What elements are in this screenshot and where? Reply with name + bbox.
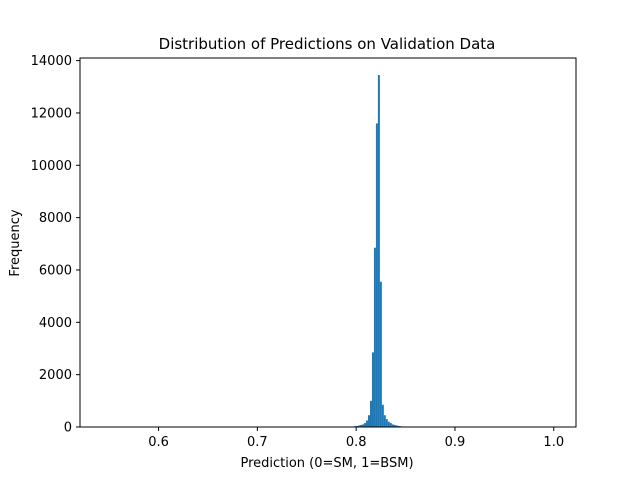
histogram-bar — [360, 424, 363, 427]
histogram-bar — [383, 415, 386, 427]
y-tick-label: 12000 — [31, 106, 72, 121]
histogram-bar — [373, 247, 376, 427]
histogram-bar — [362, 424, 365, 427]
x-tick-label: 0.7 — [247, 435, 268, 450]
y-tick-label: 6000 — [39, 263, 72, 278]
y-tick-label: 4000 — [39, 316, 72, 331]
y-tick-label: 10000 — [31, 159, 72, 174]
x-tick-label: 0.6 — [148, 435, 169, 450]
histogram-bar — [385, 419, 388, 427]
histogram-bar — [366, 420, 369, 427]
y-tick-label: 0 — [64, 421, 72, 436]
x-tick-label: 1.0 — [543, 435, 564, 450]
chart-title: Distribution of Predictions on Validatio… — [159, 35, 496, 53]
x-tick-label: 0.8 — [346, 435, 367, 450]
histogram-bar — [369, 400, 372, 427]
y-tick-label: 14000 — [31, 54, 72, 69]
x-axis-label: Prediction (0=SM, 1=BSM) — [240, 456, 413, 471]
histogram-bar — [381, 404, 384, 427]
histogram-bar — [364, 423, 367, 427]
histogram-bar — [387, 421, 390, 427]
histogram-bar — [389, 423, 392, 427]
y-tick-label: 2000 — [39, 368, 72, 383]
x-tick-label: 0.9 — [445, 435, 466, 450]
histogram-bar — [377, 75, 380, 428]
histogram-bar — [368, 415, 370, 427]
histogram-bars — [350, 75, 414, 428]
histogram-bar — [379, 281, 382, 427]
histogram-bar — [391, 424, 394, 427]
histogram-bar — [397, 425, 400, 427]
histogram-bar — [371, 352, 374, 427]
histogram-bar — [356, 425, 359, 427]
y-tick-label: 8000 — [39, 211, 72, 226]
histogram-bar — [375, 123, 378, 427]
plot-frame — [79, 57, 577, 428]
y-axis-ticks: 0 2000 4000 6000 8000 10000 12000 14000 — [31, 54, 80, 436]
y-axis-label: Frequency — [8, 209, 23, 276]
x-axis-ticks: 0.6 0.7 0.8 0.9 1.0 — [148, 427, 564, 450]
histogram-bar — [395, 425, 398, 427]
histogram-bar — [358, 425, 361, 427]
histogram-bar — [393, 424, 396, 427]
